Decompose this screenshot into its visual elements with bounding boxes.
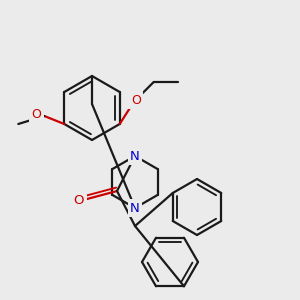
Text: O: O (131, 94, 141, 106)
Text: O: O (74, 194, 84, 208)
Text: N: N (130, 202, 140, 214)
Text: O: O (31, 107, 41, 121)
Text: N: N (130, 149, 140, 163)
